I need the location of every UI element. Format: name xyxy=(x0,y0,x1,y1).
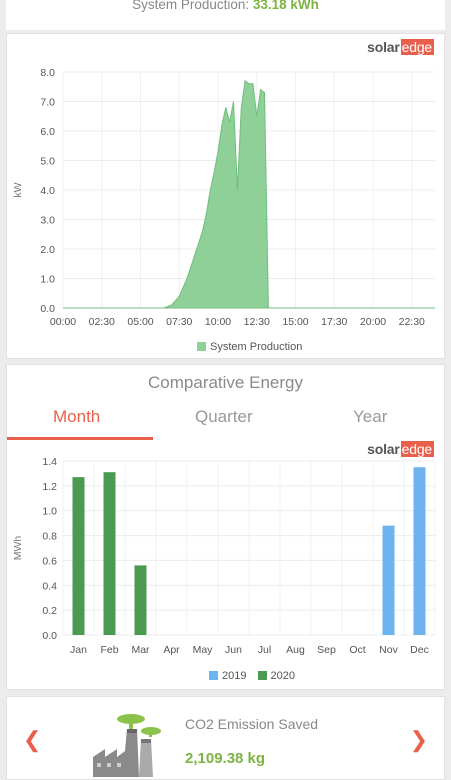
tab-quarter[interactable]: Quarter xyxy=(195,407,253,426)
production-chart: 0.0 1.0 2.0 3.0 4.0 5.0 6.0 7.0 8.0 00:00 02:30 05:… xyxy=(12,67,435,328)
y-tick-label: 0.6 xyxy=(42,555,57,567)
y-tick-label: 7.0 xyxy=(40,97,55,109)
y-tick-label: 1.0 xyxy=(42,506,57,518)
solaredge-logo: solar edge xyxy=(367,39,434,55)
co2-title: CO2 Emission Saved xyxy=(185,716,319,732)
y-axis-label: MWh xyxy=(12,536,24,561)
comparative-title: Comparative Energy xyxy=(148,373,303,392)
x-tick-label: Jun xyxy=(225,644,242,656)
x-tick-label: Sep xyxy=(317,644,336,656)
chevron-left-icon[interactable]: ❮ xyxy=(23,727,42,752)
y-tick-label: 0.2 xyxy=(42,605,57,617)
x-tick-label: 02:30 xyxy=(89,316,115,328)
comparative-legend: 2019 2020 xyxy=(209,670,295,682)
co2-card: ❮ CO2 Emission Saved 2,109.38 kg ❯ xyxy=(6,696,445,780)
y-tick-label: 0.0 xyxy=(42,630,57,642)
x-tick-label: 05:00 xyxy=(127,316,153,328)
x-tick-label: 20:00 xyxy=(360,316,386,328)
x-tick-label: 12:30 xyxy=(244,316,270,328)
legend-label-2020: 2020 xyxy=(270,670,296,682)
x-tick-label: 15:00 xyxy=(282,316,308,328)
y-tick-label: 0.8 xyxy=(42,531,57,543)
logo-edge-text: edge xyxy=(400,441,434,457)
comparative-bar-chart: 0.0 0.2 0.4 0.6 0.8 1.0 1.2 1.4 MWh Jan Feb Mar Apr M… xyxy=(12,456,436,656)
y-tick-label: 6.0 xyxy=(40,126,55,138)
solaredge-logo: solar edge xyxy=(367,441,434,457)
x-tick-label: 00:00 xyxy=(50,316,76,328)
y-tick-label: 8.0 xyxy=(40,67,55,79)
logo-edge-text: edge xyxy=(400,39,434,55)
production-legend: System Production xyxy=(197,341,302,353)
y-tick-label: 1.2 xyxy=(42,481,57,493)
y-tick-label: 0.4 xyxy=(42,580,57,592)
x-tick-label: 17:30 xyxy=(321,316,347,328)
logo-solar-text: solar xyxy=(367,441,400,457)
chevron-right-icon[interactable]: ❯ xyxy=(409,727,428,752)
y-axis-label: kW xyxy=(12,182,24,197)
x-tick-label: Jul xyxy=(258,644,271,656)
x-tick-label: May xyxy=(193,644,214,656)
x-tick-label: Nov xyxy=(379,644,398,656)
x-tick-label: Dec xyxy=(410,644,429,656)
y-tick-label: 5.0 xyxy=(40,156,55,168)
y-tick-label: 1.0 xyxy=(40,274,55,286)
x-tick-label: Mar xyxy=(131,644,150,656)
bar-2020-feb xyxy=(103,472,116,635)
active-tab-indicator xyxy=(7,437,153,440)
y-tick-label: 1.4 xyxy=(42,456,57,468)
legend-label-2019: 2019 xyxy=(222,670,247,682)
production-area xyxy=(63,79,435,309)
production-legend-swatch xyxy=(197,342,206,351)
bar-2020-jan xyxy=(72,477,85,635)
bar-2020-mar xyxy=(134,565,147,635)
production-summary: System Production: 33.18 kWh xyxy=(6,0,445,12)
x-tick-label: 22:30 xyxy=(399,316,425,328)
y-tick-label: 3.0 xyxy=(40,215,55,227)
production-label: System Production: xyxy=(132,0,250,12)
bar-2019-dec xyxy=(413,467,426,635)
y-tick-label: 0.0 xyxy=(40,303,55,315)
x-tick-label: Oct xyxy=(349,644,365,656)
x-tick-label: Apr xyxy=(163,644,180,656)
x-tick-label: Aug xyxy=(286,644,305,656)
factory-icon xyxy=(93,714,161,777)
y-tick-label: 4.0 xyxy=(40,185,55,197)
tab-month[interactable]: Month xyxy=(53,407,101,426)
legend-swatch-2019 xyxy=(209,671,218,680)
x-tick-label: Jan xyxy=(70,644,87,656)
production-value: 33.18 kWh xyxy=(252,0,319,12)
x-tick-label: Feb xyxy=(100,644,118,656)
legend-swatch-2020 xyxy=(257,671,267,680)
co2-value: 2,109.38 kg xyxy=(185,750,266,767)
logo-solar-text: solar xyxy=(367,39,400,55)
bar-2019-nov xyxy=(382,525,395,635)
comparative-energy-card: Comparative Energy Month Quarter Year so… xyxy=(6,364,445,690)
production-chart-card: solar edge 0.0 1.0 2.0 3.0 4.0 5.0 6.0 7.0 8.0 00:… xyxy=(6,33,445,359)
production-legend-label: System Production xyxy=(210,341,303,353)
x-tick-label: 07:30 xyxy=(166,316,192,328)
production-header: System Production: 33.18 kWh xyxy=(6,0,445,30)
tab-year[interactable]: Year xyxy=(353,407,388,426)
x-tick-label: 10:00 xyxy=(205,316,231,328)
y-tick-label: 2.0 xyxy=(40,244,55,256)
